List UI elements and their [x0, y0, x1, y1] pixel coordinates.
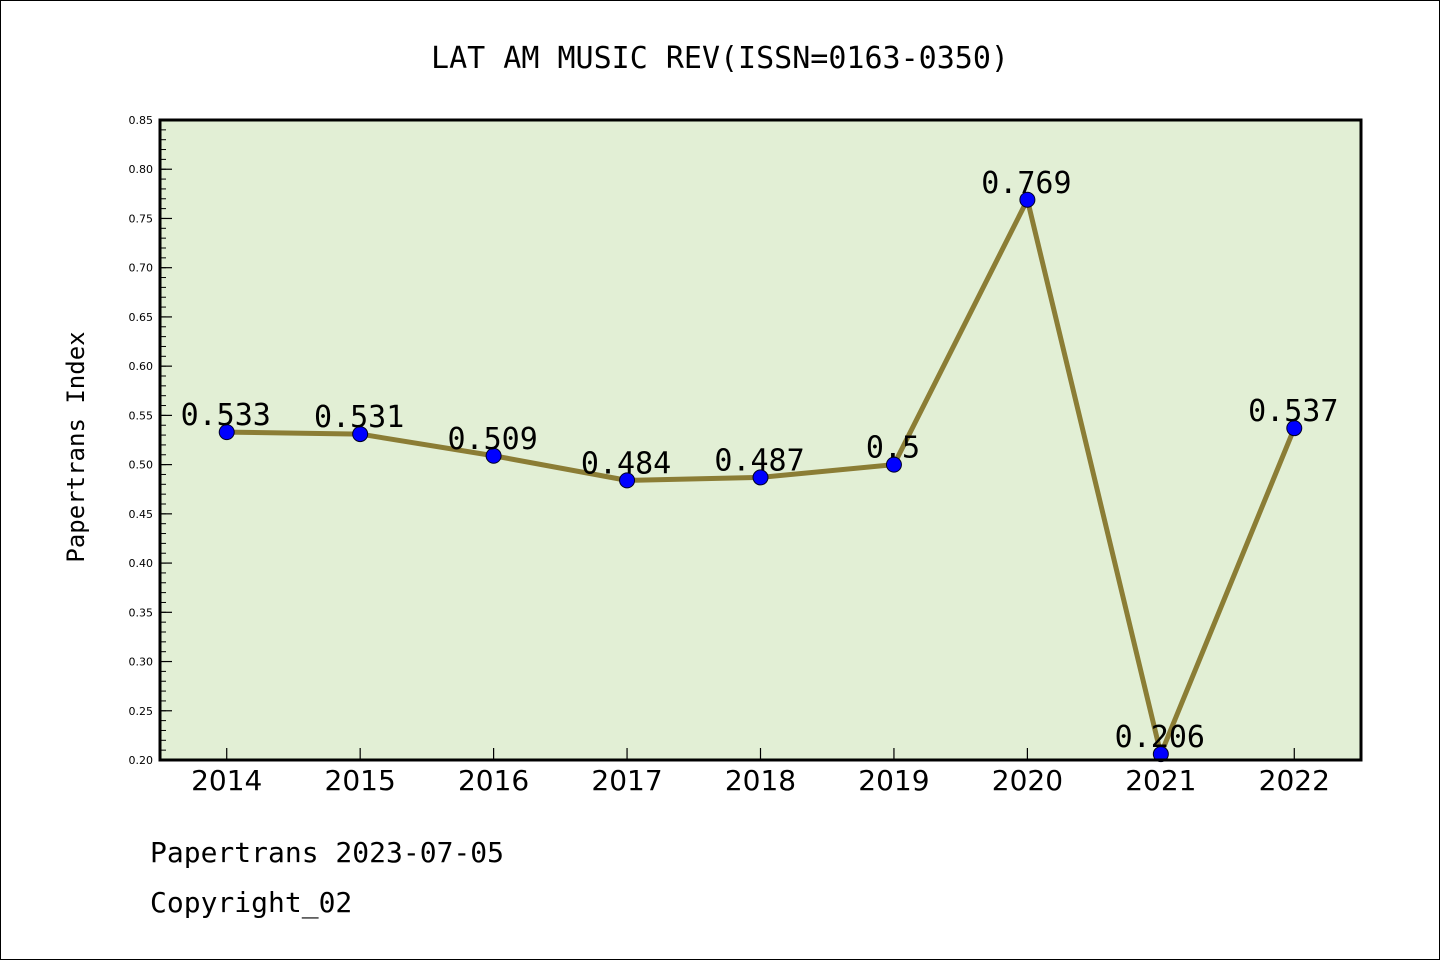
data-label: 0.769	[981, 166, 1071, 201]
plot-border	[158, 118, 1363, 762]
x-tick-label: 2014	[191, 764, 262, 797]
y-axis-label: Papertrans Index	[62, 331, 90, 562]
data-label: 0.509	[447, 422, 537, 457]
x-tick-label: 2016	[458, 764, 529, 797]
plot-area	[160, 120, 1361, 760]
data-point	[485, 447, 502, 464]
y-tick-label: 0.40	[129, 557, 154, 570]
chart-title: LAT AM MUSIC REV(ISSN=0163-0350)	[431, 41, 1009, 76]
x-tick-label: 2017	[591, 764, 662, 797]
y-tick-label: 0.20	[129, 754, 154, 767]
x-tick-label: 2020	[992, 764, 1063, 797]
data-labels: 0.533 0.531 0.509 0.484 0.487 0.5 0.769 0.206 0.…	[181, 166, 1339, 755]
x-axis-ticks: 2014 2015 2016 2017 2018 2019 2020 2021 2022	[191, 748, 1330, 797]
y-axis-ticks: 0.20 0.25 0.30 0.35 0.40 0.45 0.50 0.55 0.60 0.65…	[129, 114, 172, 767]
series-markers	[218, 191, 1303, 763]
x-tick-label: 2022	[1259, 764, 1330, 797]
y-tick-label: 0.45	[129, 508, 154, 521]
data-label: 0.533	[181, 398, 271, 433]
data-label: 0.5	[866, 431, 920, 466]
data-point	[752, 469, 769, 486]
y-tick-label: 0.60	[129, 360, 154, 373]
data-label: 0.487	[714, 443, 804, 478]
y-tick-label: 0.65	[129, 311, 154, 324]
data-point	[1286, 420, 1303, 437]
data-point	[1152, 746, 1169, 763]
data-label: 0.537	[1248, 394, 1338, 429]
x-tick-label: 2021	[1125, 764, 1196, 797]
y-tick-label: 0.30	[129, 656, 154, 669]
y-tick-label: 0.25	[129, 705, 154, 718]
data-label: 0.206	[1115, 720, 1205, 755]
x-tick-label: 2018	[725, 764, 796, 797]
y-tick-label: 0.70	[129, 262, 154, 275]
data-label: 0.531	[314, 400, 404, 435]
data-label: 0.484	[581, 446, 671, 481]
x-tick-label: 2015	[325, 764, 396, 797]
y-tick-label: 0.75	[129, 212, 154, 225]
data-point	[619, 472, 636, 489]
y-tick-label: 0.85	[129, 114, 154, 127]
footer-date: Papertrans 2023-07-05	[150, 836, 505, 869]
x-tick-label: 2019	[858, 764, 929, 797]
data-point	[1019, 191, 1036, 208]
data-point	[352, 426, 369, 443]
data-point	[885, 456, 902, 473]
y-tick-label: 0.35	[129, 606, 154, 619]
footer-copyright: Copyright_02	[150, 886, 353, 919]
data-point	[218, 424, 235, 441]
y-tick-label: 0.80	[129, 163, 154, 176]
y-tick-label: 0.50	[129, 459, 154, 472]
y-tick-label: 0.55	[129, 409, 154, 422]
